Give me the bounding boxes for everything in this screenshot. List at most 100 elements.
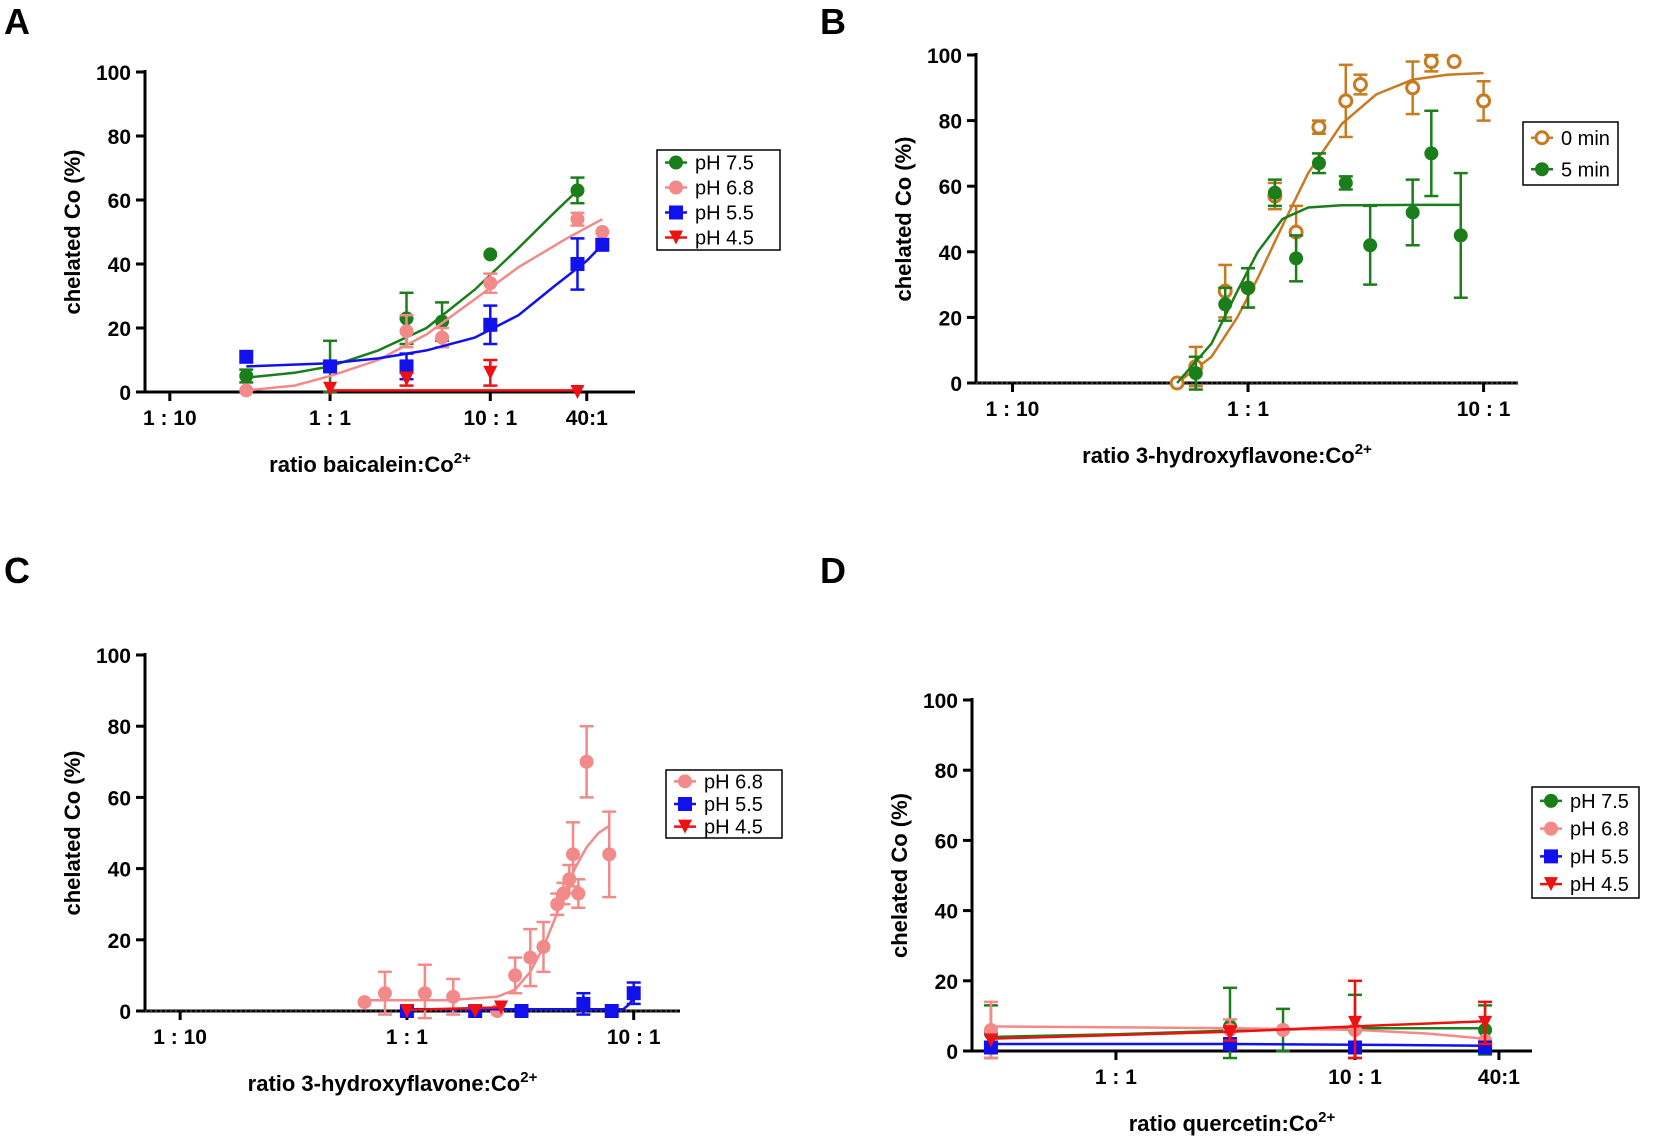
legend-marker [1544,821,1558,836]
y-axis-title: chelated Co (%) [60,149,85,314]
series-ph-55 [983,1036,1493,1055]
y-tick-label: 20 [108,930,131,953]
data-point [1453,228,1468,243]
y-tick-label: 100 [96,62,131,85]
x-tick-label: 40:1 [1478,1066,1520,1089]
data-point [523,950,538,965]
data-point [483,276,498,291]
legend-marker [678,774,692,789]
panel-b: B 0 20 40 60 80 100 1 : 10 1 : 1 10 : 1 ratio 3-hy… [820,1,1619,468]
panel-letter: B [820,1,846,42]
panel-letter: A [4,1,30,42]
data-point [1188,366,1203,381]
y-tick-label: 40 [108,859,131,882]
fit-curve [1176,71,1484,384]
legend-label: pH 5.5 [695,203,754,225]
data-point [579,754,594,769]
x-axis-title: ratio 3-hydroxyflavone:Co2+ [1082,441,1372,468]
data-point [399,372,414,387]
data-point [983,1022,998,1037]
data-point [570,385,585,399]
x-tick-label: 40:1 [566,407,608,430]
legend-marker [669,180,683,195]
fit-curve [1176,203,1461,384]
data-point [508,968,523,983]
data-point [1289,251,1304,266]
data-point [983,1033,998,1048]
y-tick-label: 80 [935,760,958,783]
data-point [377,986,392,1001]
y-tick-label: 60 [108,787,131,810]
legend-marker [678,797,692,811]
x-tick-label: 1 : 1 [1227,398,1269,421]
data-point [570,257,585,271]
data-point [1348,1015,1363,1030]
data-point [595,225,610,239]
data-point [1218,297,1233,312]
legend-marker [669,230,683,245]
data-point [595,237,610,252]
legend-label: pH 5.5 [704,794,763,816]
series-ph-68 [239,211,610,398]
x-axis-title: ratio 3-hydroxyflavone:Co2+ [248,1069,538,1096]
y-tick-label: 40 [935,901,958,924]
y-tick-label: 0 [950,373,962,396]
x-tick-label: 10 : 1 [1328,1066,1382,1089]
panel-c: C 0 20 40 60 80 100 1 : 10 1 : 1 10 : 1 ratio 3-hy… [4,550,783,1096]
data-point [483,247,498,262]
x-tick-label: 1 : 10 [143,407,197,430]
x-tick-label: 10 : 1 [1457,398,1511,421]
data-point [239,349,254,364]
panel-letter: D [820,550,846,591]
y-tick-label: 20 [935,971,958,994]
data-point [570,183,585,198]
y-tick-label: 80 [108,126,131,149]
data-point [1311,156,1326,171]
series-5-min [1176,109,1468,391]
data-point [570,212,585,227]
y-tick-label: 80 [939,111,962,134]
data-point [1311,119,1327,135]
legend-marker [669,155,683,170]
data-point [1338,93,1354,109]
data-point [1424,146,1439,161]
x-tick-label: 1 : 10 [153,1026,207,1049]
data-point [239,369,254,383]
series-ph-55 [239,237,610,381]
panel-d: D 0 20 40 60 80 100 1 : 1 10 : 1 40:1 ratio querce… [820,550,1640,1136]
y-tick-label: 60 [939,176,962,199]
legend-marker [669,205,683,220]
data-point [1476,93,1492,109]
legend: pH 6.8pH 5.5pH 4.5 [665,769,783,839]
series-0-min [1169,53,1492,391]
legend-marker [1544,877,1558,892]
series-ph-55 [399,981,641,1018]
legend-label: pH 4.5 [1570,874,1629,896]
data-point [323,381,338,396]
series-ph-45 [323,358,585,399]
fit-curve [246,243,604,368]
data-point [399,359,414,374]
data-point [239,383,254,398]
legend-label: pH 6.8 [695,178,754,200]
x-axis-title: ratio baicalein:Co2+ [269,450,471,477]
series-ph-45 [399,1000,509,1018]
fit-curve [990,1019,1486,1040]
fit-curve [246,218,603,392]
data-point [483,317,498,332]
legend-marker [1534,130,1550,146]
data-point [1267,185,1282,200]
legend: pH 7.5 pH 6.8 pH 5.5 pH 4.5 [656,149,781,251]
x-tick-label: 10 : 1 [463,407,517,430]
data-point [399,324,414,339]
data-point [357,995,372,1010]
series-ph-45 [983,979,1493,1060]
y-tick-label: 100 [927,45,962,68]
y-tick-label: 20 [939,307,962,330]
data-point [1363,238,1378,253]
y-axis-title: chelated Co (%) [60,750,85,915]
legend-label: pH 4.5 [695,228,754,250]
legend-label: pH 5.5 [1570,846,1629,868]
fit-curve [990,1042,1486,1047]
